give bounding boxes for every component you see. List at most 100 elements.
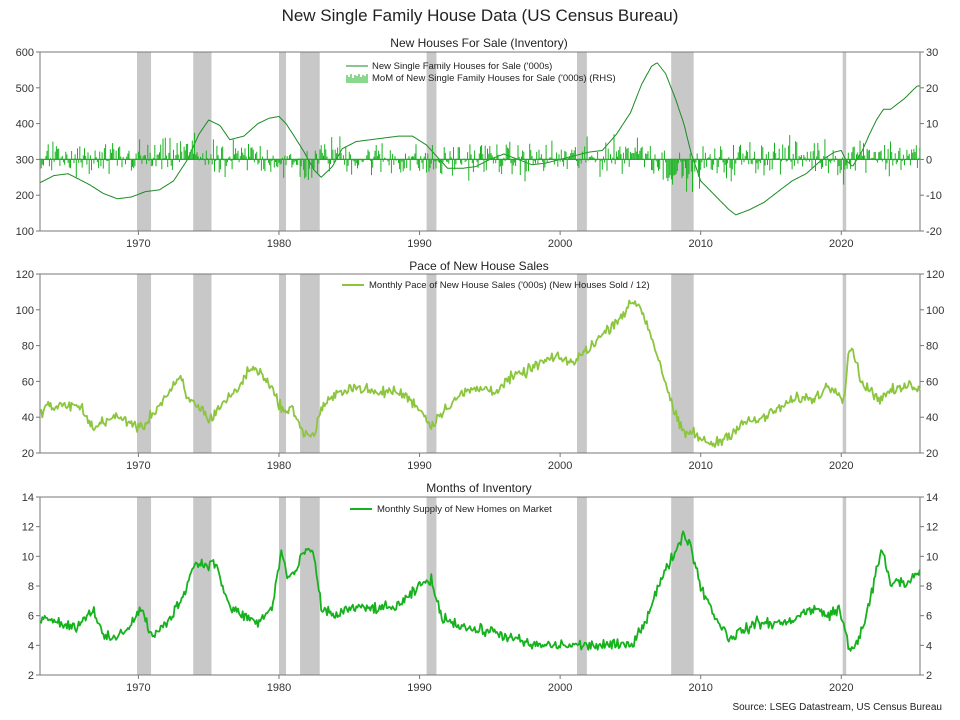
inventory-x-tick-label: 2010 <box>688 238 712 250</box>
inventory-recession-band-3 <box>300 52 320 231</box>
inventory-y2-tick-label: 30 <box>926 47 938 59</box>
months-supply-y-tick-label: 14 <box>22 492 34 504</box>
sales-pace-y2-tick-label: 100 <box>926 305 944 317</box>
inventory-legend: New Single Family Houses for Sale ('000s… <box>346 61 616 84</box>
sales-pace-y-tick-label: 100 <box>16 305 34 317</box>
months-supply-recession-band-5 <box>576 497 587 675</box>
inventory-y-tick-label: 600 <box>16 47 34 59</box>
inventory-y-tick-label: 500 <box>16 83 34 95</box>
sales-pace-x-tick-label: 2000 <box>548 460 572 472</box>
sales-pace-y2-tick-label: 60 <box>926 376 938 388</box>
sales-pace-plot-area: 120 100 80 60 40 20 120 100 80 60 40 20 1970 1980 1990… <box>16 269 945 472</box>
inventory-series-line-0 <box>39 62 920 216</box>
inventory-recession-band-0 <box>136 52 152 231</box>
sales-pace-y2-tick-label: 40 <box>926 412 938 424</box>
legend-mom-bars: MoM of New Single Family Houses for Sale… <box>372 73 616 84</box>
inventory-recession-band-5 <box>576 52 587 231</box>
sales-pace-y-tick-label: 20 <box>22 448 34 460</box>
sales-pace-panel-title: Pace of New House Sales <box>409 259 548 273</box>
inventory-x-tick-label: 1970 <box>126 238 150 250</box>
sales-pace-recession-band-1 <box>193 274 212 453</box>
sales-pace-y-tick-label: 80 <box>22 341 34 353</box>
inventory-y-tick-label: 100 <box>16 226 34 238</box>
months-supply-y2-tick-label: 6 <box>926 611 932 623</box>
chart-title: New Single Family House Data (US Census … <box>281 6 679 25</box>
sales-pace-recession-band-3 <box>300 274 320 453</box>
months-supply-y2-tick-label: 8 <box>926 581 932 593</box>
sales-pace-y2-tick-label: 80 <box>926 341 938 353</box>
sales-pace-y2-tick-label: 20 <box>926 448 938 460</box>
inventory-y2-tick-label: 20 <box>926 83 938 95</box>
inventory-mom-bars <box>39 132 921 193</box>
months-supply-y2-tick-label: 10 <box>926 551 938 563</box>
months-supply-y2-tick-label: 4 <box>926 640 932 652</box>
months-supply-y-tick-label: 2 <box>28 670 34 682</box>
months-supply-recession-band-1 <box>193 497 212 675</box>
months-supply-x-tick-label: 1970 <box>126 682 150 694</box>
months-supply-y-tick-label: 4 <box>28 640 34 652</box>
sales-pace-x-tick-label: 1970 <box>126 460 150 472</box>
sales-pace-series-line-0 <box>39 299 921 448</box>
inventory-panel-title: New Houses For Sale (Inventory) <box>390 36 567 50</box>
legend-swatch-mom-bars <box>346 74 368 83</box>
inventory-recession-band-6 <box>671 52 694 231</box>
inventory-recession-band-2 <box>278 52 287 231</box>
inventory-y-tick-label: 200 <box>16 190 34 202</box>
inventory-recession-band-4 <box>426 52 437 231</box>
months-supply-series-line-0 <box>39 530 921 652</box>
months-supply-y2-tick-label: 14 <box>926 492 938 504</box>
inventory-y2-tick-label: 10 <box>926 119 938 131</box>
months-supply-y2-tick-label: 2 <box>926 670 932 682</box>
inventory-recession-band-7 <box>842 52 847 231</box>
months-supply-y-tick-label: 6 <box>28 611 34 623</box>
inventory-y-tick-label: 300 <box>16 154 34 166</box>
months-supply-recession-band-3 <box>300 497 320 675</box>
months-supply-y-tick-label: 12 <box>22 522 34 534</box>
inventory-y2-tick-label: 0 <box>926 154 932 166</box>
inventory-panel: 600 500 400 300 200 100 30 2010 0 -10 -20 1970 1980 1… <box>16 36 942 250</box>
inventory-plot-area: 600 500 400 300 200 100 30 2010 0 -10 -20 1970 1980 1… <box>16 47 942 250</box>
sales-pace-frame <box>39 273 921 454</box>
months-supply-panel: 14 12 10 8 6 4 2 14 12 10 8 6 4 2 1970 1980 1990 2000 2010… <box>22 481 939 694</box>
months-supply-x-tick-label: 2010 <box>688 682 712 694</box>
inventory-x-tick-label: 1980 <box>267 238 291 250</box>
months-supply-x-tick-label: 1980 <box>267 682 291 694</box>
months-supply-x-tick-label: 2000 <box>548 682 572 694</box>
inventory-recession-band-1 <box>193 52 212 231</box>
months-supply-recession-band-7 <box>842 497 847 675</box>
months-supply-y2-tick-label: 12 <box>926 522 938 534</box>
sales-pace-legend: Monthly Pace of New House Sales ('000s) … <box>342 280 650 291</box>
inventory-y2-tick-label: -20 <box>926 226 942 238</box>
months-supply-panel-title: Months of Inventory <box>426 481 531 495</box>
sales-pace-y-tick-label: 40 <box>22 412 34 424</box>
sales-pace-recession-band-6 <box>671 274 694 453</box>
sales-pace-x-tick-label: 1980 <box>267 460 291 472</box>
inventory-x-tick-label: 2020 <box>829 238 853 250</box>
months-supply-y-tick-label: 8 <box>28 581 34 593</box>
sales-pace-y2-tick-label: 120 <box>926 269 944 281</box>
inventory-x-tick-label: 2000 <box>548 238 572 250</box>
sales-pace-x-tick-label: 2020 <box>829 460 853 472</box>
months-supply-recession-band-2 <box>278 497 287 675</box>
sales-pace-x-tick-label: 1990 <box>407 460 431 472</box>
inventory-y-tick-label: 400 <box>16 119 34 131</box>
inventory-frame <box>39 51 921 232</box>
months-supply-recession-band-6 <box>671 497 694 675</box>
sales-pace-y-tick-label: 120 <box>16 269 34 281</box>
sales-pace-x-tick-label: 2010 <box>688 460 712 472</box>
months-supply-recession-band-0 <box>136 497 152 675</box>
legend-months-supply: Monthly Supply of New Homes on Market <box>377 504 552 515</box>
legend-inventory-line: New Single Family Houses for Sale ('000s… <box>372 61 552 72</box>
months-supply-legend: Monthly Supply of New Homes on Market <box>350 504 552 515</box>
sales-pace-panel: 120 100 80 60 40 20 120 100 80 60 40 20 1970 1980 1990… <box>16 259 945 472</box>
months-supply-x-tick-label: 1990 <box>407 682 431 694</box>
legend-sales-pace: Monthly Pace of New House Sales ('000s) … <box>369 280 650 291</box>
sales-pace-y-tick-label: 60 <box>22 376 34 388</box>
months-supply-frame <box>39 496 921 676</box>
months-supply-y-tick-label: 10 <box>22 551 34 563</box>
inventory-y2-tick-label: -10 <box>926 190 942 202</box>
months-supply-x-tick-label: 2020 <box>829 682 853 694</box>
sales-pace-recession-band-7 <box>842 274 847 453</box>
source-note: Source: LSEG Datastream, US Census Burea… <box>732 702 942 713</box>
sales-pace-recession-band-0 <box>136 274 152 453</box>
